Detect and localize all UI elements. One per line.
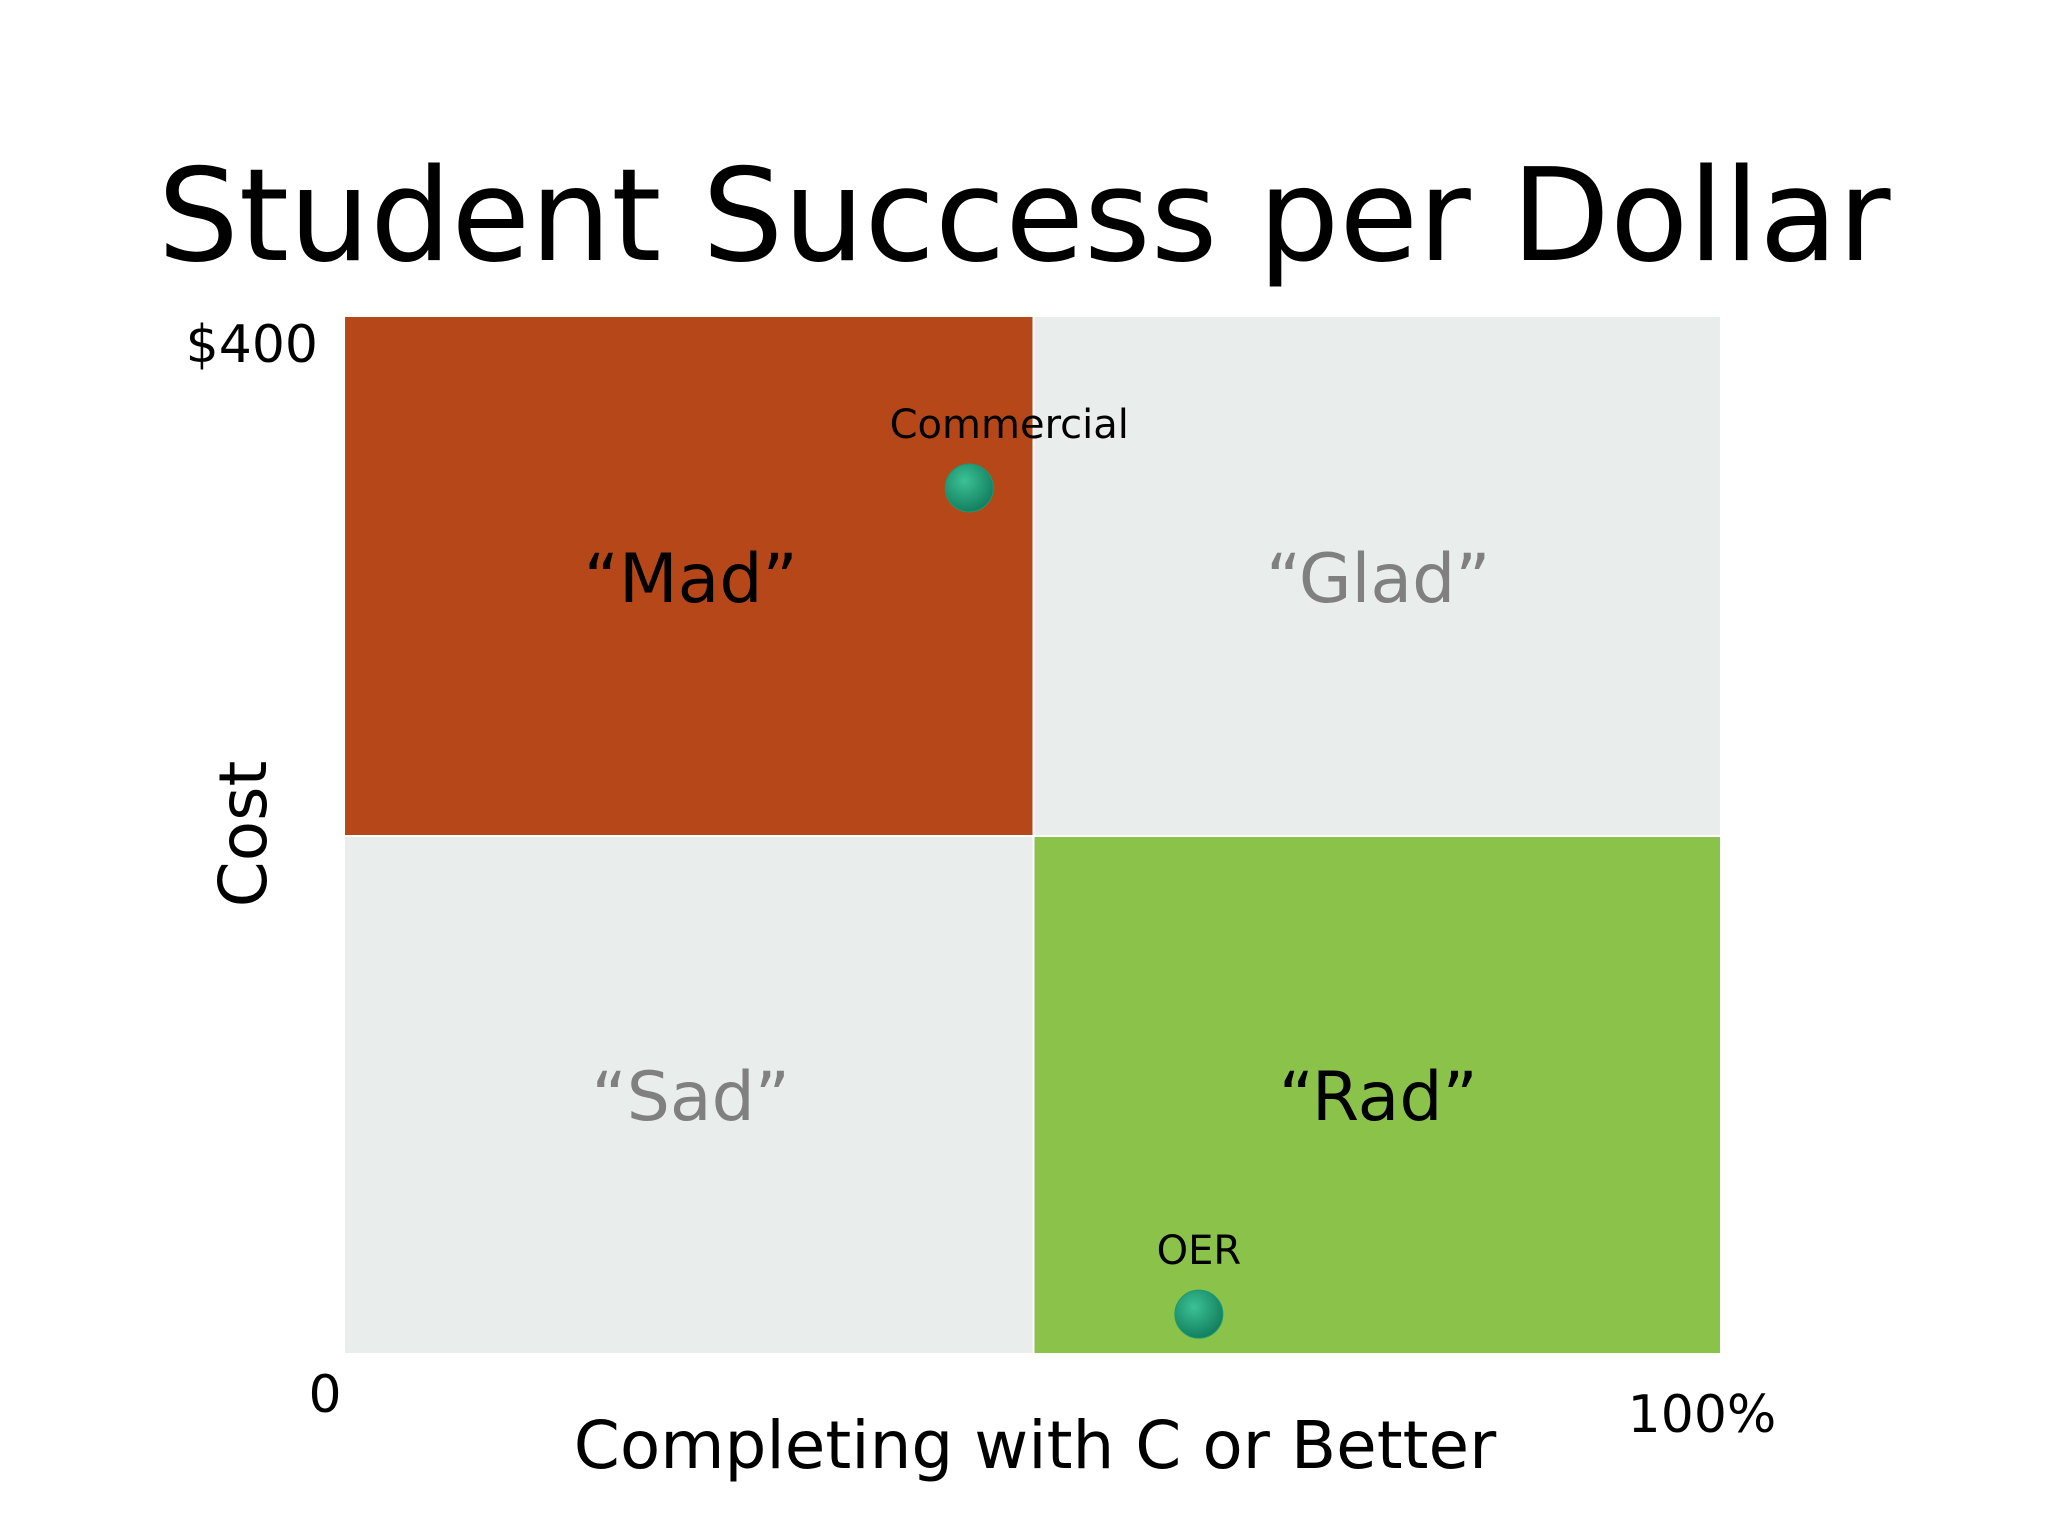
data-point-commercial [944,463,994,513]
quadrant-sad [345,837,1033,1353]
quadrant-label-sad: “Sad” [592,1058,790,1137]
data-point-oer [1174,1289,1224,1339]
y-tick-max: $400 [186,315,318,375]
x-tick-max: 100% [1628,1385,1777,1445]
data-point-label-oer: OER [1157,1228,1242,1274]
y-axis-label: Cost [205,761,282,908]
quadrant-glad [1034,317,1720,835]
quadrant-label-glad: “Glad” [1266,540,1490,619]
quadrant-label-rad: “Rad” [1279,1058,1478,1137]
x-axis-label: Completing with C or Better [574,1407,1497,1484]
quadrant-rad [1034,837,1720,1353]
quadrant-label-mad: “Mad” [584,540,798,619]
data-point-label-commercial: Commercial [890,402,1129,448]
chart-title: Student Success per Dollar [158,142,1891,291]
point-group: Commercial OER [890,402,1242,1339]
quadrant-mad [345,317,1033,835]
quadrant-group: “Mad” “Glad” “Sad” “Rad” [345,317,1720,1353]
x-tick-min: 0 [308,1365,341,1425]
